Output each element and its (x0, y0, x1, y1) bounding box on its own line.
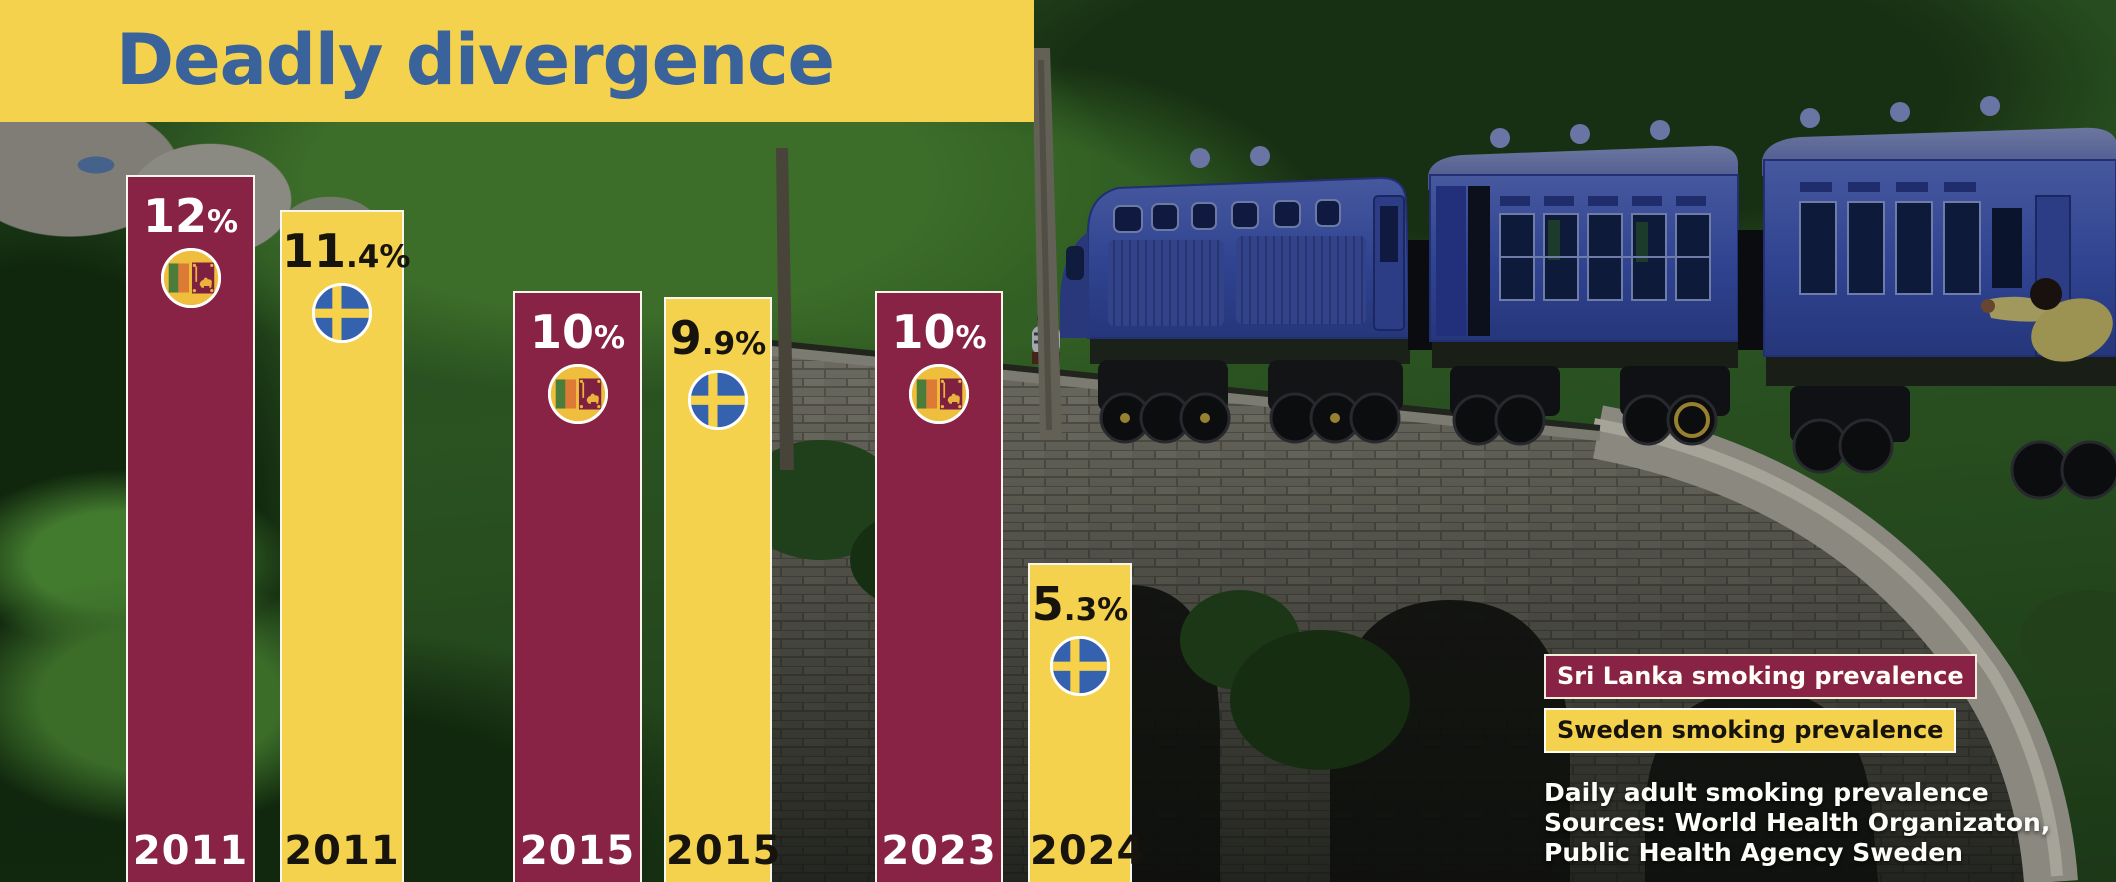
year-label: 2015 (519, 828, 636, 874)
bar-sri-lanka-2011: 12% 2011 (126, 175, 255, 882)
year-label: 2011 (132, 828, 249, 874)
chart-caption: Daily adult smoking prevalence Sources: … (1544, 778, 2104, 868)
bar-sweden-2024: 5.3% 2024 (1028, 563, 1146, 882)
year-label: 2011 (284, 828, 400, 874)
train-illustration (1060, 96, 2116, 500)
source-line-1: Sources: World Health Organizaton, (1544, 808, 2051, 837)
value-label: 10% (891, 305, 987, 359)
legend: Sri Lanka smoking prevalence Sweden smok… (1544, 654, 2104, 868)
value-label: 10% (529, 305, 626, 359)
page-title: Deadly divergence (116, 19, 835, 101)
legend-item-sweden: Sweden smoking prevalence (1544, 708, 1957, 753)
bar-sri-lanka-2015: 10% 2015 (513, 291, 642, 882)
pole (776, 148, 794, 470)
title-banner: Deadly divergence (0, 0, 1034, 122)
sri-lanka-flag-icon (908, 363, 970, 425)
sri-lanka-flag-icon (547, 363, 609, 425)
legend-item-sri-lanka: Sri Lanka smoking prevalence (1544, 654, 1977, 699)
source-line-2: Public Health Agency Sweden (1544, 838, 1963, 867)
sweden-flag-icon (687, 369, 749, 431)
chart-note: Daily adult smoking prevalence (1544, 778, 1989, 807)
year-label: 2024 (1030, 828, 1146, 874)
value-label: 9.9% (669, 311, 767, 365)
bar-sri-lanka-2023: 10% 2023 (875, 291, 1003, 882)
bar-sweden-2011: 11.4% 2011 (280, 210, 411, 882)
value-label: 5.3% (1031, 577, 1129, 631)
leaning-passenger (1981, 278, 2113, 362)
year-label: 2023 (881, 828, 997, 874)
value-label: 11.4% (282, 224, 411, 278)
sweden-flag-icon (1049, 635, 1111, 697)
sri-lanka-flag-icon (160, 247, 222, 309)
sweden-flag-icon (311, 282, 373, 344)
value-label: 12% (142, 189, 239, 243)
year-label: 2015 (666, 828, 782, 874)
bar-sweden-2015: 9.9% 2015 (664, 297, 782, 882)
